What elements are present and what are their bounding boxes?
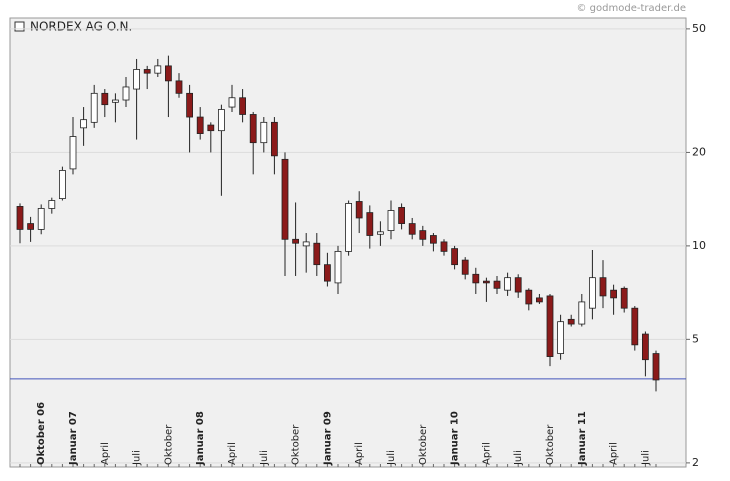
candle-body [366,212,374,236]
x-tick-label: April [609,442,620,465]
candle-body [164,65,172,82]
x-tick-label: Oktober [418,424,429,465]
candle-body [546,295,554,357]
candle-body [228,97,236,108]
y-tick-label: 10 [692,239,706,252]
x-tick-label: Oktober [545,424,556,465]
candle-body [610,289,617,299]
candle-body [631,307,639,346]
candle-body [292,238,300,244]
candle-body [493,280,501,289]
candle-body [37,208,45,230]
title-icon [14,21,25,32]
x-tick-label: Januar 07 [68,411,79,466]
candle-body [599,277,607,297]
x-tick-label: Januar 09 [322,411,333,466]
candle-body [451,248,459,266]
candle-body [112,99,119,103]
candle-body [652,353,660,381]
candle-body [440,241,448,252]
candle-body [642,333,649,361]
candle-body [504,277,512,291]
candle-body [69,136,77,170]
x-tick-label: Juli [513,450,524,466]
candle-body [270,121,278,157]
candle-body [620,287,628,309]
x-tick-label: Januar 10 [450,411,461,466]
x-tick-label: Oktober [163,424,174,465]
candle-body [429,235,437,244]
candle-body [59,170,66,200]
x-tick-label: April [354,442,365,465]
candle-body [536,297,543,303]
candle-body [101,92,109,106]
candle-body [217,109,225,132]
candle-body [207,124,215,132]
y-tick-label: 2 [692,456,699,469]
x-tick-label: Oktober 06 [36,402,47,465]
x-tick-label: Juli [259,450,270,466]
candle-body [80,119,87,129]
candle-body [482,280,490,284]
x-tick-label: April [481,442,492,465]
candle-body [589,277,596,309]
candle-body [398,207,406,224]
candle-body [175,80,183,94]
candle-body [239,97,247,115]
x-tick-label: Januar 11 [577,411,588,466]
candle-body [281,158,289,240]
candle-body [345,203,353,252]
x-tick-label: April [227,442,238,465]
candle-body [143,69,151,74]
candle-body [313,242,321,266]
candle-body [387,210,395,232]
candle-body [90,92,98,123]
candle-body [376,231,384,235]
candle-body [154,65,162,74]
x-tick-label: Juli [132,450,143,466]
chart-title: NORDEX AG O.N. [30,20,132,34]
x-tick-label: Juli [386,450,397,466]
candle-body [578,301,586,325]
y-tick-label: 5 [692,332,699,345]
y-tick-label: 20 [692,145,706,158]
candle-body [557,321,564,354]
candle-body [260,121,268,144]
candle-body [323,264,331,282]
candle-body [122,86,130,101]
candle-body [514,277,522,293]
x-tick-label: Juli [640,450,651,466]
candle-body [408,223,416,235]
x-tick-label: Oktober [291,424,302,465]
x-tick-label: April [100,442,111,465]
candle-body [355,201,363,219]
candle-body [461,259,469,275]
candle-body [196,116,204,134]
y-tick-label: 50 [692,22,706,35]
candle-body [334,250,342,284]
candle-body [472,273,480,284]
watermark: © godmode-trader.de [577,3,687,14]
candle-body [419,230,427,240]
candle-body [27,223,35,230]
candle-body [186,92,194,118]
candle-body [48,200,56,209]
candle-body [249,114,257,144]
candle-body [16,206,24,230]
candle-body [302,241,310,247]
candle-body [567,318,575,325]
candle-body [133,69,141,90]
candle-body [525,289,533,305]
x-tick-label: Januar 08 [195,411,206,466]
